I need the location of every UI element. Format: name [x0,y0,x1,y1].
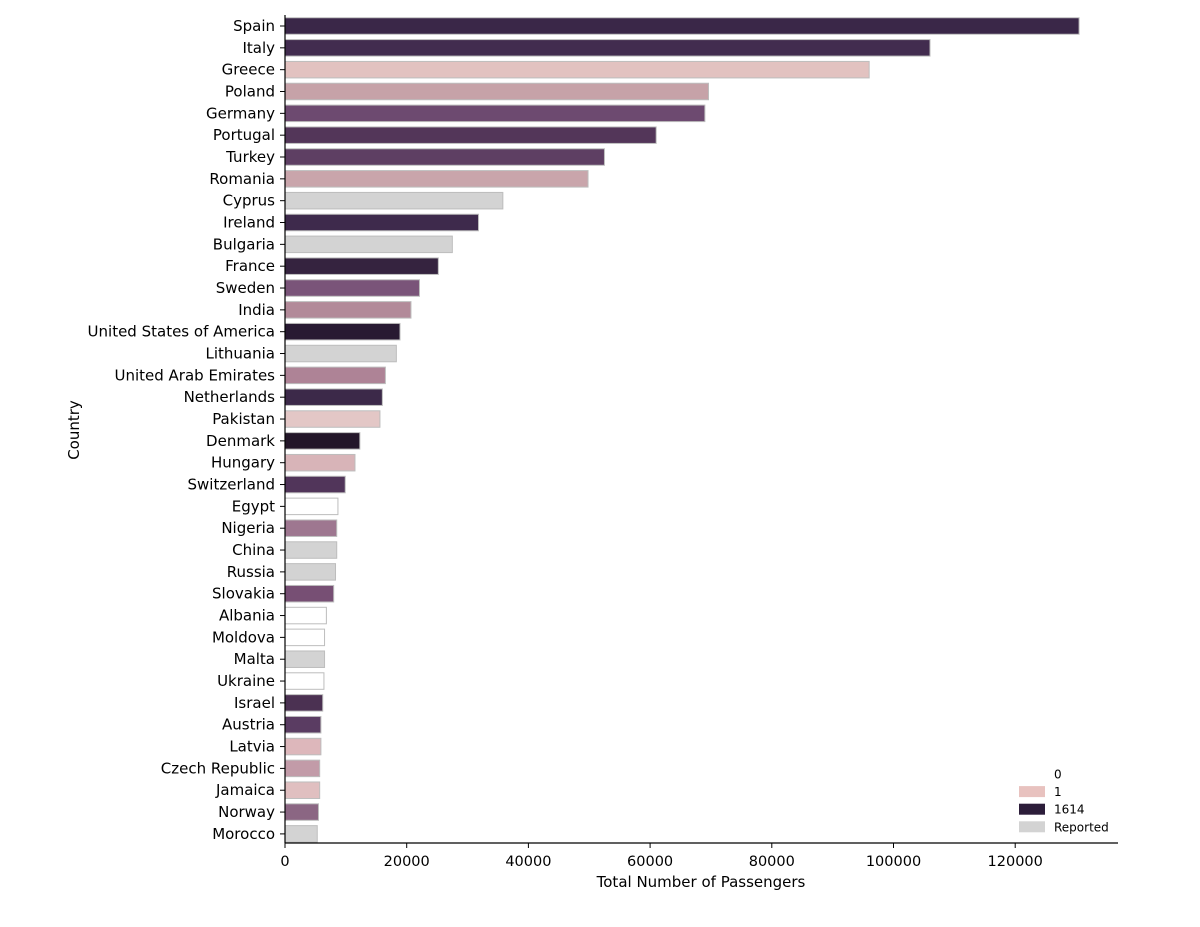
x-axis-title: Total Number of Passengers [596,873,806,891]
bars-layer [284,17,1080,843]
bar-ireland [284,213,479,232]
bar-romania [284,170,589,188]
y-tick-label: Nigeria [221,519,275,537]
bar-denmark [284,432,361,450]
bar-switzerland [284,475,346,494]
legend-swatch [1019,803,1045,815]
y-tick-label: Ireland [223,214,275,232]
bar-netherlands [284,388,383,406]
legend-label: 0 [1054,768,1062,782]
bar-malta [284,650,326,668]
bar-portugal [284,126,657,144]
legend-label: 1 [1054,785,1062,799]
legend-label: Reported [1054,820,1109,834]
y-tick-label: Latvia [229,738,275,756]
bar-austria [284,715,322,734]
y-tick-labels: Spain Italy Greece Poland Germany Portugal Tur… [88,17,285,843]
y-tick-label: Czech Republic [161,759,275,777]
bar-russia [284,563,337,581]
y-tick-label: Malta [234,650,275,668]
y-tick-label: Romania [209,170,275,188]
x-tick-label: 40000 [505,854,551,870]
bar-germany [284,104,706,123]
y-tick-label: Hungary [211,454,275,472]
bar-lithuania [284,344,397,363]
y-tick-label: Germany [206,104,275,122]
bar-morocco [284,825,318,843]
x-tick-label: 80000 [749,854,795,870]
bar-turkey [284,148,605,166]
y-tick-label: Moldova [212,628,275,646]
bar-ukraine [284,672,325,690]
x-tick-label: 60000 [627,854,673,870]
bar-india [284,301,412,319]
y-tick-label: Bulgaria [213,235,275,253]
legend-swatch [1019,821,1045,833]
bar-china [284,541,338,559]
y-tick-label: United States of America [88,323,275,341]
bar-egypt [284,497,339,516]
bar-sweden [284,279,420,297]
bar-france [284,257,439,275]
y-tick-label: Albania [219,607,275,625]
legend-swatch [1018,768,1046,780]
legend: 0 1 1614 Reported [1018,768,1109,834]
y-tick-label: Russia [227,563,275,581]
y-tick-label: Austria [222,716,275,734]
bar-bulgaria [284,235,453,254]
y-tick-label: Egypt [232,497,275,515]
bar-jamaica [284,781,321,799]
bar-hungary [284,453,356,472]
legend-swatch [1019,786,1045,798]
y-tick-label: Portugal [213,126,275,144]
y-tick-label: Israel [234,694,275,712]
y-tick-label: Netherlands [184,388,276,406]
y-tick-label: Morocco [212,825,275,843]
y-tick-label: Italy [242,39,275,57]
y-tick-label: Spain [233,17,275,35]
y-tick-label: Turkey [225,148,275,166]
y-tick-label: Lithuania [206,345,275,363]
bar-italy [284,39,931,57]
bar-israel [284,694,324,712]
y-axis-title: Country [65,400,83,460]
bar-moldova [284,628,326,647]
y-tick-label: Slovakia [212,585,275,603]
y-tick-label: Switzerland [188,476,276,494]
bar-albania [284,606,327,625]
y-tick-label: Greece [222,61,275,79]
bar-greece [284,60,870,79]
y-tick-label: Poland [225,83,275,101]
y-tick-label: Pakistan [212,410,275,428]
bar-poland [284,82,710,101]
bar-norway [284,803,319,821]
x-tick-label: 100000 [866,854,921,870]
bar-united-states-of-america [284,322,401,341]
y-tick-label: China [232,541,275,559]
bar-slovakia [284,584,335,603]
y-tick-label: Sweden [216,279,275,297]
bar-united-arab-emirates [284,366,386,385]
x-axis: 0 20000 40000 60000 80000 100000 120000 [280,843,1043,870]
x-tick-label: 20000 [384,854,430,870]
bar-czech-republic [284,759,321,778]
x-tick-label: 0 [280,854,289,870]
y-tick-label: Denmark [206,432,275,450]
y-tick-label: India [238,301,275,319]
x-tick-label: 120000 [988,854,1043,870]
y-tick-label: France [225,257,275,275]
bar-nigeria [284,519,338,537]
bar-pakistan [284,410,381,428]
y-tick-label: Jamaica [215,781,275,799]
y-tick-label: United Arab Emirates [114,366,275,384]
legend-label: 1614 [1054,803,1085,817]
bar-spain [284,17,1080,35]
y-tick-label: Cyprus [223,192,276,210]
bar-latvia [284,737,322,756]
y-tick-label: Ukraine [217,672,275,690]
bar-cyprus [284,191,504,210]
y-tick-label: Norway [218,803,275,821]
